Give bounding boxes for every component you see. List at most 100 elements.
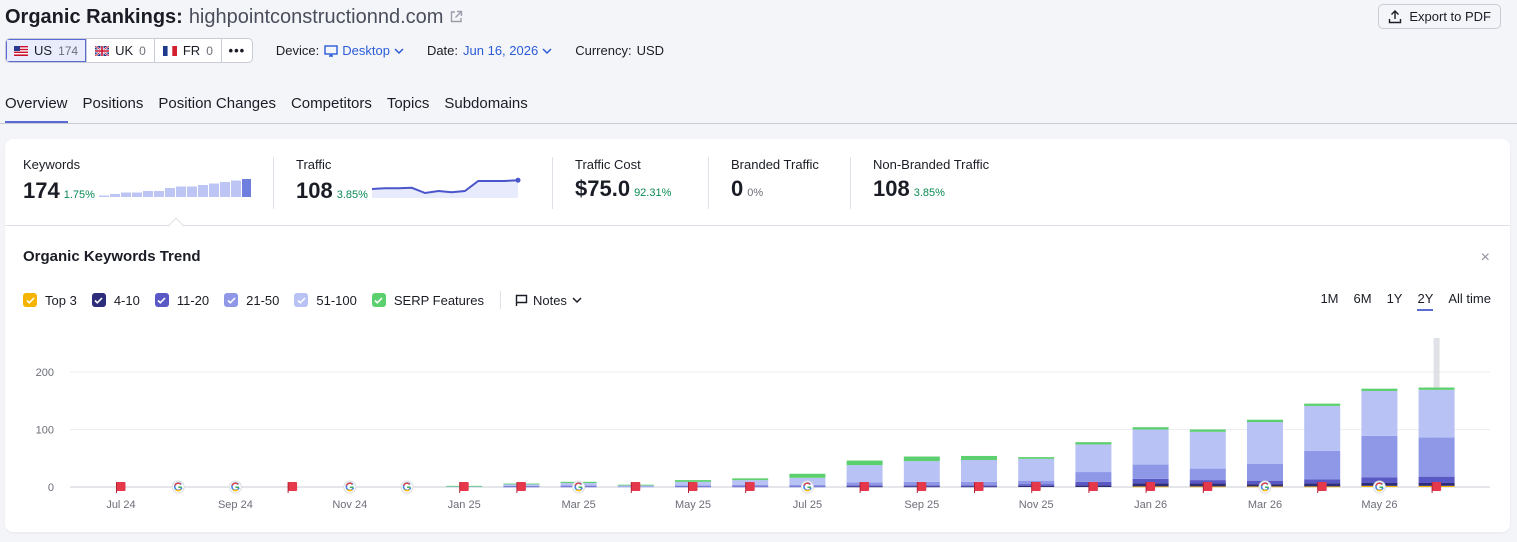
legend-top3[interactable]: Top 3: [23, 293, 77, 308]
metric-non-branded-traffic[interactable]: Non-Branded Traffic 108 3.85%: [873, 157, 989, 209]
metrics-row: Keywords 174 1.75% Traffic 108 3.85% Tra…: [5, 139, 1510, 226]
bar-segment[interactable]: [1361, 435, 1398, 478]
metric-traffic-cost[interactable]: Traffic Cost $75.0 92.31%: [575, 157, 671, 209]
google-update-icon[interactable]: [400, 480, 414, 494]
range-1y[interactable]: 1Y: [1386, 291, 1403, 306]
bar-segment[interactable]: [675, 480, 711, 482]
x-tick-label: Jan 26: [1134, 499, 1167, 511]
tab-positions[interactable]: Positions: [82, 95, 144, 112]
bar-segment[interactable]: [1304, 479, 1341, 484]
bar-segment[interactable]: [1304, 403, 1341, 406]
note-flag-icon[interactable]: [1031, 482, 1041, 493]
db-fr-button[interactable]: FR 0: [155, 39, 222, 62]
note-flag-icon[interactable]: [1145, 482, 1156, 493]
bar-segment[interactable]: [1018, 458, 1055, 481]
google-update-icon[interactable]: [1258, 480, 1272, 494]
notes-dropdown[interactable]: Notes: [515, 293, 582, 308]
legend-21-50[interactable]: 21-50: [224, 293, 279, 308]
bar-segment[interactable]: [961, 459, 997, 482]
note-flag-icon[interactable]: [1088, 482, 1098, 493]
legend-51-100[interactable]: 51-100: [294, 293, 357, 308]
note-flag-icon[interactable]: [459, 482, 469, 493]
bar-segment[interactable]: [1418, 437, 1455, 477]
bar-segment[interactable]: [1075, 444, 1112, 473]
range-2y[interactable]: 2Y: [1417, 291, 1434, 311]
domain-name[interactable]: highpointconstructionnd.com: [188, 5, 444, 28]
bar-segment[interactable]: [846, 460, 883, 466]
bar-segment[interactable]: [1418, 387, 1455, 390]
bar-segment[interactable]: [1132, 429, 1169, 465]
bar-segment[interactable]: [1247, 419, 1283, 423]
bar-segment[interactable]: [1418, 389, 1455, 438]
note-flag-icon[interactable]: [630, 482, 641, 493]
device-dropdown[interactable]: Desktop: [324, 43, 404, 58]
note-flag-icon[interactable]: [1431, 482, 1442, 493]
note-flag-icon[interactable]: [1202, 482, 1213, 493]
currency-value: USD: [636, 43, 665, 58]
tab-topics[interactable]: Topics: [386, 95, 430, 112]
checkbox-icon: [91, 293, 106, 307]
tab-position-changes[interactable]: Position Changes: [158, 95, 276, 112]
bar-segment[interactable]: [1075, 442, 1112, 445]
note-flag-icon[interactable]: [287, 482, 298, 493]
google-update-icon[interactable]: [800, 480, 814, 494]
note-flag-icon[interactable]: [916, 482, 927, 493]
note-flag-icon[interactable]: [859, 482, 870, 493]
bar-segment[interactable]: [846, 465, 883, 483]
bar-segment[interactable]: [1132, 478, 1169, 484]
bar-segment[interactable]: [1247, 464, 1283, 481]
bar-segment[interactable]: [1075, 472, 1112, 482]
bar-segment[interactable]: [1247, 422, 1283, 464]
database-selector: US 174 UK 0 FR 0 •••: [5, 38, 253, 63]
date-dropdown[interactable]: Jun 16, 2026: [463, 43, 552, 58]
note-flag-icon[interactable]: [688, 482, 698, 493]
close-icon[interactable]: ×: [1480, 249, 1490, 266]
google-update-icon[interactable]: [572, 480, 586, 494]
db-uk-button[interactable]: UK 0: [87, 39, 155, 62]
google-update-icon[interactable]: [228, 480, 242, 494]
bar-segment[interactable]: [1418, 476, 1455, 483]
legend-serp-features[interactable]: SERP Features: [371, 293, 484, 308]
db-us-button[interactable]: US 174: [6, 39, 88, 62]
note-flag-icon[interactable]: [745, 482, 755, 493]
bar-segment[interactable]: [1361, 390, 1398, 436]
bar-segment[interactable]: [1018, 457, 1055, 459]
bar-segment[interactable]: [1189, 468, 1226, 481]
bar-segment[interactable]: [903, 461, 940, 482]
bar-segment[interactable]: [903, 456, 940, 462]
legend-4-10[interactable]: 4-10: [91, 293, 140, 308]
note-flag-icon[interactable]: [116, 482, 126, 493]
bar-segment[interactable]: [789, 473, 826, 478]
metric-branded-traffic[interactable]: Branded Traffic 0 0%: [731, 157, 819, 209]
bar-segment[interactable]: [1304, 450, 1341, 480]
checkbox-icon: [154, 293, 169, 307]
bar-segment[interactable]: [1361, 477, 1398, 483]
bar-segment[interactable]: [1132, 464, 1169, 479]
tab-competitors[interactable]: Competitors: [290, 95, 372, 112]
metric-keywords[interactable]: Keywords 174 1.75%: [23, 157, 251, 209]
bar-segment[interactable]: [1132, 427, 1169, 430]
note-flag-icon[interactable]: [974, 482, 984, 493]
bar-segment[interactable]: [1304, 405, 1341, 451]
bar-segment[interactable]: [1189, 480, 1226, 484]
bar-segment[interactable]: [1189, 429, 1226, 432]
tab-overview[interactable]: Overview: [5, 88, 68, 123]
bar-segment[interactable]: [1189, 431, 1226, 469]
external-link-icon[interactable]: [449, 10, 463, 24]
export-pdf-button[interactable]: Export to PDF: [1378, 4, 1501, 29]
range-6m[interactable]: 6M: [1353, 291, 1372, 306]
metric-traffic[interactable]: Traffic 108 3.85%: [296, 157, 522, 209]
google-update-icon[interactable]: [343, 480, 357, 494]
range-all-time[interactable]: All time: [1448, 291, 1491, 306]
note-flag-icon[interactable]: [1317, 482, 1327, 493]
more-databases-button[interactable]: •••: [228, 43, 246, 58]
legend-11-20[interactable]: 11-20: [154, 293, 209, 308]
range-1m[interactable]: 1M: [1320, 291, 1339, 306]
google-update-icon[interactable]: [1372, 480, 1386, 494]
bar-segment[interactable]: [961, 455, 997, 460]
bar-segment[interactable]: [1361, 388, 1398, 391]
bar-segment[interactable]: [732, 478, 769, 481]
note-flag-icon[interactable]: [516, 482, 526, 493]
tab-subdomains[interactable]: Subdomains: [444, 95, 528, 112]
google-update-icon[interactable]: [171, 480, 185, 494]
